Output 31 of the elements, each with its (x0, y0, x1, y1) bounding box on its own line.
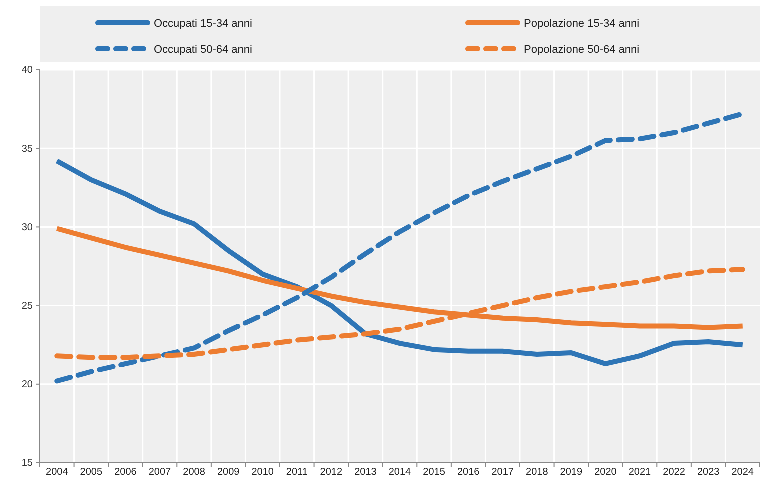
x-tick-label: 2017 (492, 467, 514, 478)
x-tick-label: 2023 (697, 467, 720, 478)
legend-label: Occupati 50-64 anni (154, 44, 252, 56)
legend-label: Popolazione 50-64 anni (524, 44, 640, 56)
y-tick-label: 20 (22, 380, 34, 391)
legend-label: Occupati 15-34 anni (154, 18, 252, 30)
x-tick-label: 2006 (114, 467, 138, 478)
y-tick-label: 30 (22, 222, 34, 234)
x-tick-label: 2024 (732, 467, 754, 478)
x-tick-label: 2015 (423, 467, 446, 478)
x-tick-label: 2005 (80, 467, 103, 478)
x-tick-label: 2011 (286, 467, 308, 478)
x-tick-label: 2012 (320, 467, 343, 478)
x-tick-label: 2016 (457, 467, 480, 478)
y-tick-label: 25 (22, 301, 34, 312)
x-tick-label: 2021 (628, 467, 652, 478)
x-tick-label: 2018 (526, 467, 549, 478)
y-tick-label: 35 (22, 144, 34, 155)
x-tick-label: 2014 (388, 467, 412, 478)
y-tick-label: 40 (22, 65, 34, 76)
x-tick-label: 2007 (148, 467, 172, 478)
x-tick-label: 2008 (183, 467, 206, 478)
x-tick-label: 2009 (217, 467, 240, 478)
x-tick-label: 2020 (594, 467, 618, 478)
x-tick-label: 2004 (46, 467, 69, 478)
y-tick-label: 15 (22, 458, 34, 470)
x-tick-label: 2010 (252, 467, 274, 478)
legend-label: Popolazione 15-34 anni (524, 18, 640, 30)
x-tick-label: 2013 (354, 467, 378, 478)
x-tick-label: 2022 (663, 467, 686, 478)
x-tick-label: 2019 (560, 467, 583, 478)
